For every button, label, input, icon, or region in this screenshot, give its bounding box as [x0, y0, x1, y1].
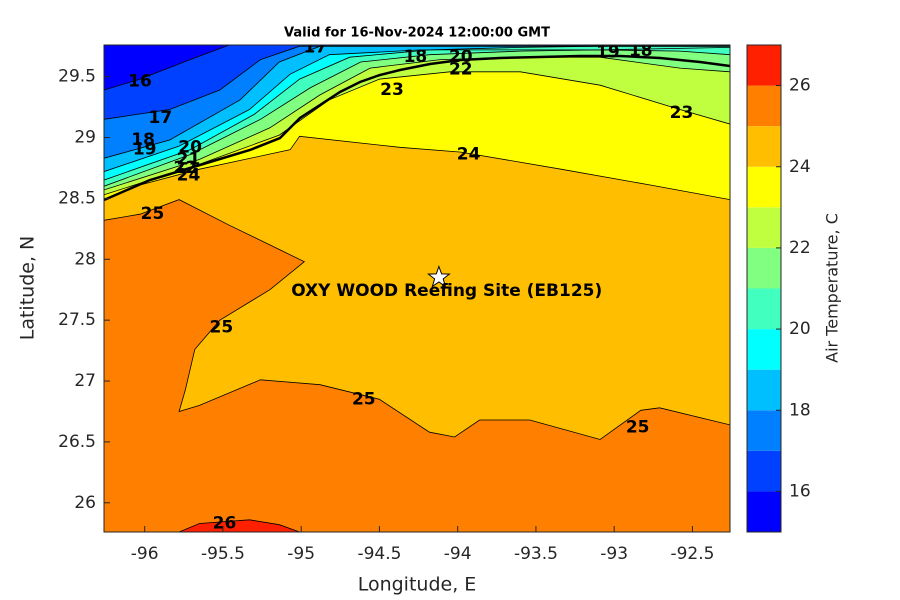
contour-region [104, 519, 730, 532]
y-axis-label: Latitude, N [17, 236, 39, 341]
colorbar-tick-label: 22 [789, 238, 811, 258]
contour-label: 23 [670, 103, 694, 123]
contour-label: 26 [213, 513, 237, 533]
colorbar-bin [747, 288, 781, 330]
contour-label: 17 [303, 37, 327, 57]
contour-label: 25 [141, 204, 165, 224]
contour-label: 25 [626, 417, 650, 437]
contour-label: 21 [177, 149, 201, 169]
contour-label: 23 [380, 80, 404, 100]
colorbar-bin [747, 207, 781, 248]
contour-line [104, 56, 730, 191]
y-tick-label: 27.5 [58, 310, 96, 330]
contour-label: 19 [133, 140, 157, 160]
colorbar-bin [747, 450, 781, 492]
x-tick-label: -94 [444, 544, 472, 564]
contour-label: 20 [449, 47, 473, 67]
y-tick-label: 26.5 [58, 432, 96, 452]
contour-label: 25 [210, 317, 234, 337]
colorbar-bin [747, 329, 781, 370]
contour-line [104, 135, 730, 200]
contour-label: 17 [149, 108, 173, 128]
x-tick-label: -92.5 [670, 544, 714, 564]
colorbar-bin [747, 247, 781, 289]
contour-label: 22 [174, 158, 198, 178]
contour-line [104, 45, 730, 91]
x-tick-label: -96 [131, 544, 159, 564]
y-tick-label: 29 [74, 128, 96, 148]
colorbar-tick-label: 18 [789, 400, 811, 420]
colorbar-tick-label: 20 [789, 319, 811, 339]
contour-label: 24 [177, 165, 201, 185]
x-tick-label: -94.5 [357, 544, 401, 564]
coastline [104, 54, 730, 202]
colorbar-bin [747, 85, 781, 127]
contour-region [104, 199, 730, 532]
chart-title: Valid for 16-Nov-2024 12:00:00 GMT [284, 26, 550, 41]
site-marker [426, 265, 451, 288]
contour-line [104, 71, 730, 196]
contour-label: 18 [131, 130, 155, 150]
y-tick-label: 29.5 [58, 67, 96, 87]
colorbar-bin [747, 126, 781, 167]
colorbar-bin [747, 369, 781, 411]
y-tick-label: 28 [74, 249, 96, 269]
y-tick-label: 28.5 [58, 188, 96, 208]
colorbar-bin [747, 45, 781, 86]
contour-fills [104, 45, 730, 532]
x-tick-label: -93 [600, 544, 628, 564]
plot-frame [103, 44, 731, 533]
x-tick-label: -93.5 [514, 544, 558, 564]
colorbar: 16 18 20 22 24 26 [747, 45, 811, 532]
contour-label: 19 [596, 42, 620, 62]
colorbar-frame [746, 44, 782, 533]
contour-label: 18 [629, 41, 653, 61]
contour-line [104, 47, 730, 172]
colorbar-bin [747, 491, 781, 532]
site-label: OXY WOOD Reefing Site (EB125) [291, 281, 602, 301]
contour-line [104, 199, 730, 440]
x-axis-label: Longitude, E [358, 574, 477, 596]
colorbar-bin [747, 410, 781, 451]
colorbar-tick-label: 24 [789, 157, 811, 177]
contour-label: 16 [128, 72, 152, 92]
contour-label: 22 [449, 59, 473, 79]
contour-label: 18 [404, 47, 428, 67]
contour-label: 20 [178, 137, 202, 157]
colorbar-tick-label: 16 [789, 481, 811, 501]
contour-label: 25 [352, 389, 376, 409]
colorbar-bin [747, 166, 781, 208]
x-tick-label: -95.5 [201, 544, 245, 564]
y-tick-label: 27 [74, 371, 96, 391]
colorbar-tick-label: 26 [789, 76, 811, 96]
contour-line [178, 519, 300, 532]
contour-line [104, 45, 730, 181]
contour-lines [104, 45, 730, 532]
contour-line [104, 49, 730, 187]
y-tick-label: 26 [74, 493, 96, 513]
colorbar-label: Air Temperature, C [823, 213, 842, 363]
x-tick-label: -95 [287, 544, 315, 564]
contour-label: 24 [457, 145, 481, 165]
